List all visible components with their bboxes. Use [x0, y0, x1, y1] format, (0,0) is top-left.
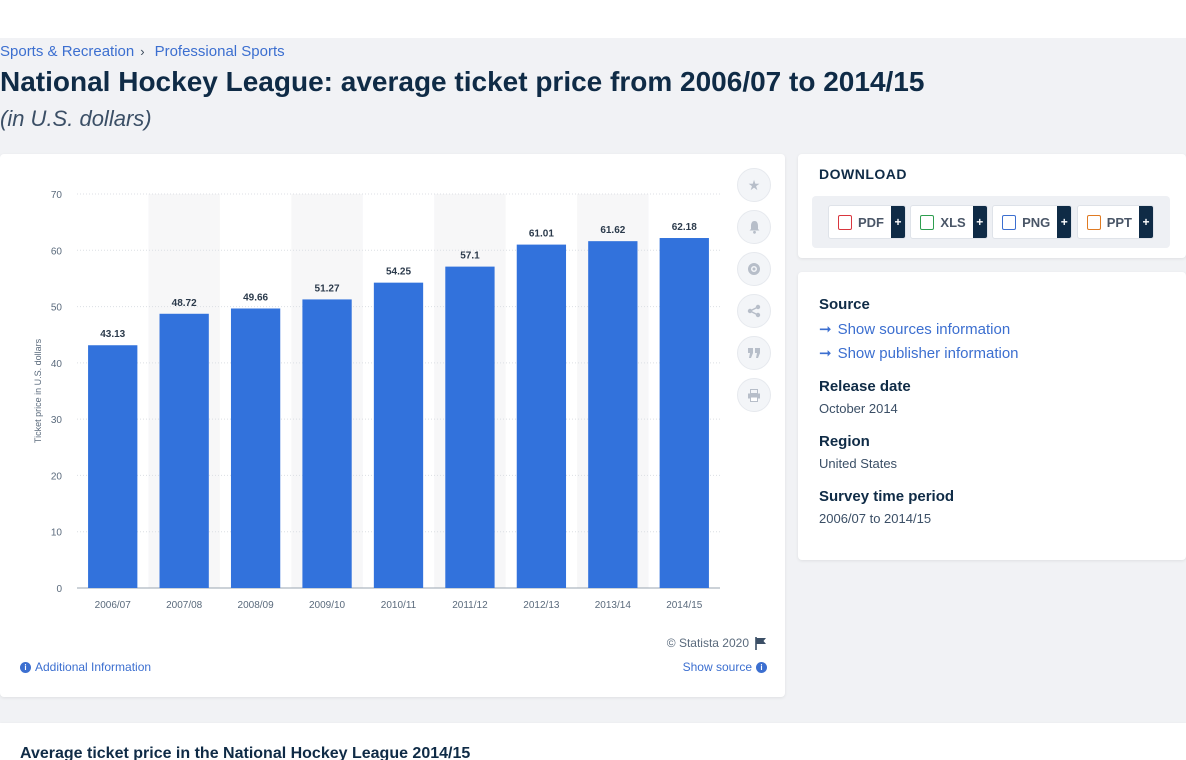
bar	[659, 238, 709, 588]
survey-period-value: 2006/07 to 2014/15	[819, 511, 932, 526]
y-tick-label: 30	[51, 415, 63, 426]
x-tick-label: 2011/12	[452, 600, 488, 611]
plus-icon[interactable]: +	[1057, 206, 1072, 238]
print-icon[interactable]	[737, 378, 771, 412]
y-tick-label: 70	[51, 190, 63, 201]
quote-icon[interactable]	[737, 336, 771, 370]
x-tick-label: 2007/08	[166, 600, 203, 611]
pdf-file-icon	[838, 214, 852, 230]
bar	[88, 345, 138, 588]
png-file-icon	[1002, 214, 1017, 230]
release-date-heading: Release date	[819, 378, 911, 395]
data-label: 43.13	[100, 329, 125, 340]
data-label: 48.72	[172, 298, 197, 309]
x-tick-label: 2006/07	[95, 600, 132, 611]
show-source-link[interactable]: Show source i	[683, 660, 767, 674]
statistic-info-card: Source ➞ Show sources information ➞ Show…	[798, 272, 1186, 560]
region-value: United States	[819, 456, 898, 471]
bar	[445, 266, 495, 588]
show-sources-label: Show sources information	[837, 320, 1011, 338]
data-label: 49.66	[243, 292, 268, 303]
related-statistic-title: Average ticket price in the National Hoc…	[20, 745, 471, 760]
bar	[588, 241, 638, 588]
chart-toolbar: ★	[737, 168, 773, 420]
y-tick-label: 0	[56, 584, 62, 595]
star-icon[interactable]: ★	[737, 168, 771, 202]
x-tick-label: 2010/11	[381, 600, 417, 611]
info-icon: i	[20, 661, 31, 673]
top-bar	[0, 0, 1186, 38]
bar	[230, 308, 281, 588]
flag-icon[interactable]	[755, 636, 767, 650]
download-ppt-label: PPT	[1106, 214, 1132, 230]
data-label: 61.01	[529, 229, 554, 240]
data-label: 62.18	[672, 222, 697, 233]
y-tick-label: 10	[51, 528, 63, 539]
bar	[516, 244, 567, 588]
bell-icon[interactable]	[737, 210, 771, 244]
show-publisher-link[interactable]: ➞ Show publisher information	[819, 344, 1019, 363]
data-label: 61.62	[600, 225, 625, 236]
download-png-label: PNG	[1022, 214, 1051, 230]
breadcrumb: Sports & Recreation › Professional Sport…	[0, 43, 285, 60]
related-statistic-card: Average ticket price in the National Hoc…	[0, 723, 1186, 760]
download-png-button[interactable]: PNG +	[992, 205, 1073, 239]
y-tick-label: 60	[51, 246, 63, 257]
bar	[373, 282, 424, 588]
download-card: DOWNLOAD PDF + XLS + PNG + PPT +	[798, 154, 1186, 258]
page-subtitle: (in U.S. dollars)	[0, 106, 152, 131]
x-tick-label: 2008/09	[238, 600, 275, 611]
additional-information-label: Additional Information	[35, 660, 152, 674]
data-label: 51.27	[315, 283, 340, 294]
ppt-file-icon	[1086, 214, 1101, 230]
show-publisher-label: Show publisher information	[837, 344, 1019, 362]
release-date-value: October 2014	[819, 401, 898, 416]
x-tick-label: 2012/13	[523, 600, 560, 611]
y-tick-label: 20	[51, 471, 63, 482]
x-tick-label: 2009/10	[309, 600, 346, 611]
download-xls-label: XLS	[940, 214, 966, 230]
download-pdf-label: PDF	[858, 214, 884, 230]
x-tick-label: 2013/14	[595, 600, 632, 611]
y-axis-label: Ticket price in U.S. dollars	[33, 338, 43, 443]
download-title: DOWNLOAD	[819, 166, 907, 182]
copyright-text: © Statista 2020	[666, 636, 749, 650]
arrow-right-icon: ➞	[819, 345, 832, 362]
gear-icon[interactable]	[737, 252, 771, 286]
bar-chart: 0 10 20 30 40 50 60 70 Ticket price in U.S. doll…	[33, 190, 720, 611]
bar	[302, 299, 352, 588]
bar	[159, 313, 209, 588]
show-source-label: Show source	[682, 660, 752, 674]
breadcrumb-separator: ›	[140, 44, 145, 59]
chart-card: 0 10 20 30 40 50 60 70 Ticket price in U.S. doll…	[0, 154, 785, 697]
data-label: 57.1	[460, 251, 480, 262]
y-tick-label: 50	[51, 303, 63, 314]
show-sources-link[interactable]: ➞ Show sources information	[819, 320, 1011, 339]
breadcrumb-sports-recreation[interactable]: Sports & Recreation	[0, 43, 135, 60]
share-icon[interactable]	[737, 294, 771, 328]
plus-icon[interactable]: +	[1138, 206, 1153, 238]
info-icon: i	[756, 661, 767, 673]
breadcrumb-professional-sports[interactable]: Professional Sports	[154, 43, 285, 60]
source-heading: Source	[819, 296, 870, 313]
download-pdf-button[interactable]: PDF +	[828, 205, 906, 239]
arrow-right-icon: ➞	[819, 321, 832, 338]
plus-icon[interactable]: +	[891, 206, 905, 238]
y-tick-label: 40	[51, 359, 63, 370]
plus-icon[interactable]: +	[972, 206, 987, 238]
download-xls-button[interactable]: XLS +	[910, 205, 988, 239]
download-ppt-button[interactable]: PPT +	[1076, 205, 1154, 239]
copyright: © Statista 2020	[667, 636, 767, 650]
xls-file-icon	[920, 214, 935, 230]
page-title: National Hockey League: average ticket p…	[0, 66, 925, 97]
x-tick-label: 2014/15	[666, 600, 703, 611]
survey-period-heading: Survey time period	[819, 488, 955, 505]
additional-information-link[interactable]: i Additional Information	[20, 660, 151, 674]
download-buttons: PDF + XLS + PNG + PPT +	[812, 196, 1170, 248]
data-label: 54.25	[386, 267, 411, 278]
region-heading: Region	[819, 433, 870, 450]
